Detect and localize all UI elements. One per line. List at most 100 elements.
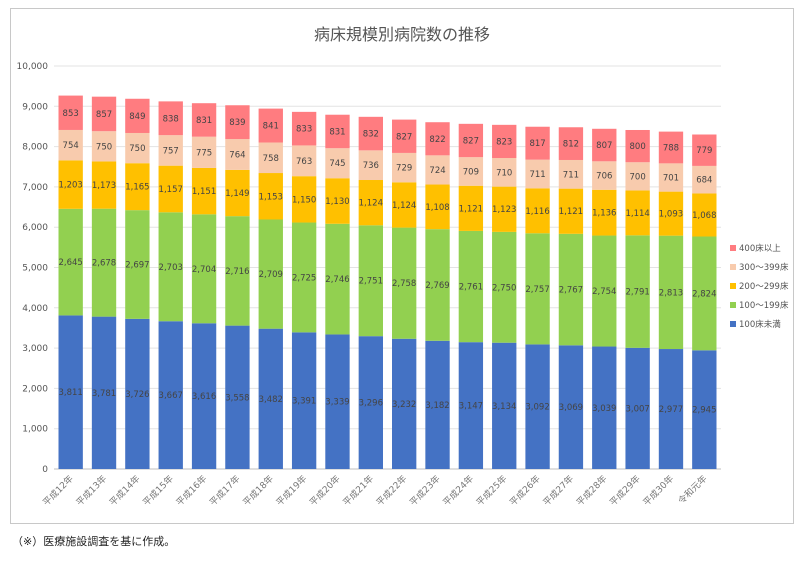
data-label: 2,754 <box>592 287 616 297</box>
data-label: 2,746 <box>325 275 349 285</box>
bar-segment <box>225 325 250 469</box>
data-label: 779 <box>696 146 712 156</box>
bar-stack: 3,147 2,761 1,121 709 827 <box>458 123 484 469</box>
data-label: 764 <box>229 150 245 160</box>
data-label: 3,616 <box>192 392 216 402</box>
x-tick-label: 平成30年 <box>640 473 676 509</box>
bar-segment <box>458 185 484 231</box>
data-label: 833 <box>296 125 312 135</box>
data-label: 857 <box>96 110 112 120</box>
data-label: 2,757 <box>525 285 549 295</box>
legend-label: 300～399床 <box>739 262 789 273</box>
data-label: 754 <box>63 141 79 151</box>
bar-stacks: 3,811 2,645 1,203 754 853 3,781 2,678 1,173 750 8… <box>58 95 717 469</box>
data-label: 1,116 <box>525 207 549 217</box>
legend-item: 300～399床 <box>730 262 789 273</box>
data-label: 750 <box>96 142 112 152</box>
y-tick-label: 10,000 <box>17 62 49 72</box>
data-label: 2,704 <box>192 265 216 275</box>
data-label: 2,813 <box>659 288 683 298</box>
data-label: 700 <box>630 172 646 182</box>
data-label: 2,697 <box>125 260 149 270</box>
bar-segment <box>392 227 417 339</box>
data-label: 2,767 <box>559 286 583 296</box>
x-tick-label: 平成28年 <box>574 473 610 509</box>
bar-segment <box>291 332 317 469</box>
data-label: 831 <box>329 127 345 137</box>
x-tick-label: 平成21年 <box>340 473 376 509</box>
data-label: 812 <box>563 140 579 150</box>
bar-segment <box>358 150 383 181</box>
data-label: 1,165 <box>125 183 149 193</box>
data-label: 758 <box>263 154 279 164</box>
bar-stack: 3,667 2,703 1,157 757 838 <box>158 101 183 469</box>
bar-segment <box>492 124 517 159</box>
data-label: 750 <box>129 144 145 154</box>
data-label: 1,151 <box>192 187 216 197</box>
data-label: 817 <box>529 139 545 149</box>
data-label: 1,153 <box>259 192 283 202</box>
bar-segment <box>325 223 350 335</box>
data-label: 2,678 <box>92 259 116 269</box>
x-tick-label: 平成25年 <box>474 473 510 509</box>
bar-segment <box>525 126 550 160</box>
data-label: 3,558 <box>225 393 249 403</box>
y-axis: 0 1,000 2,000 3,000 4,000 5,000 6,000 7,000 8,00… <box>17 62 49 475</box>
data-label: 2,769 <box>425 281 449 291</box>
data-label: 1,123 <box>492 205 516 215</box>
legend-swatch <box>730 264 736 270</box>
bar-segment <box>458 342 484 469</box>
bar-segment <box>692 165 717 194</box>
data-label: 1,093 <box>659 210 683 220</box>
legend-label: 200～299床 <box>739 281 789 292</box>
bar-segment <box>191 136 217 168</box>
bar-segment <box>358 180 383 226</box>
bar-segment <box>492 231 517 343</box>
bar-segment <box>492 186 517 232</box>
bar-stack: 3,039 2,754 1,136 706 807 <box>592 128 617 469</box>
bar-segment <box>191 167 217 215</box>
bar-segment <box>291 222 317 333</box>
x-tick-label: 平成26年 <box>507 473 543 509</box>
y-tick-label: 4,000 <box>22 304 48 314</box>
data-label: 3,039 <box>592 404 616 414</box>
bar-segment <box>258 328 283 469</box>
x-tick-label: 令和元年 <box>675 473 709 507</box>
data-label: 757 <box>163 146 179 156</box>
data-label: 1,136 <box>592 209 616 219</box>
data-label: 1,068 <box>692 211 716 221</box>
data-label: 1,114 <box>625 209 649 219</box>
bar-segment <box>392 182 417 228</box>
bar-stack: 3,558 2,716 1,149 764 839 <box>225 105 250 469</box>
bar-stack: 3,134 2,750 1,123 710 823 <box>492 124 517 469</box>
data-label: 2,645 <box>59 258 83 268</box>
bar-segment <box>592 128 617 162</box>
data-label: 710 <box>496 168 512 178</box>
legend-item: 400床以上 <box>730 243 781 254</box>
footnote: （※）医療施設調査を基に作成。 <box>12 535 176 548</box>
bar-segment <box>558 127 584 160</box>
data-label: 2,758 <box>392 279 416 289</box>
bar-segment <box>325 114 350 149</box>
x-tick-label: 平成24年 <box>440 473 476 509</box>
bar-segment <box>291 145 317 177</box>
bar-segment <box>91 208 117 317</box>
y-tick-label: 3,000 <box>22 344 48 354</box>
bar-segment <box>91 131 117 162</box>
data-label: 2,791 <box>625 288 649 298</box>
bar-segment <box>458 157 484 186</box>
legend-swatch <box>730 283 736 289</box>
bar-stack: 3,781 2,678 1,173 750 857 <box>91 96 117 469</box>
data-label: 839 <box>229 118 245 128</box>
legend-swatch <box>730 302 736 308</box>
bar-segment <box>625 235 650 348</box>
data-label: 3,667 <box>159 391 183 401</box>
bar-segment <box>392 338 417 469</box>
data-label: 841 <box>263 122 279 132</box>
data-label: 1,150 <box>292 195 316 205</box>
data-label: 736 <box>363 161 379 171</box>
bar-segment <box>125 210 150 319</box>
x-tick-label: 平成19年 <box>274 473 310 509</box>
bar-stack: 3,811 2,645 1,203 754 853 <box>58 95 83 469</box>
bar-segment <box>658 163 684 192</box>
